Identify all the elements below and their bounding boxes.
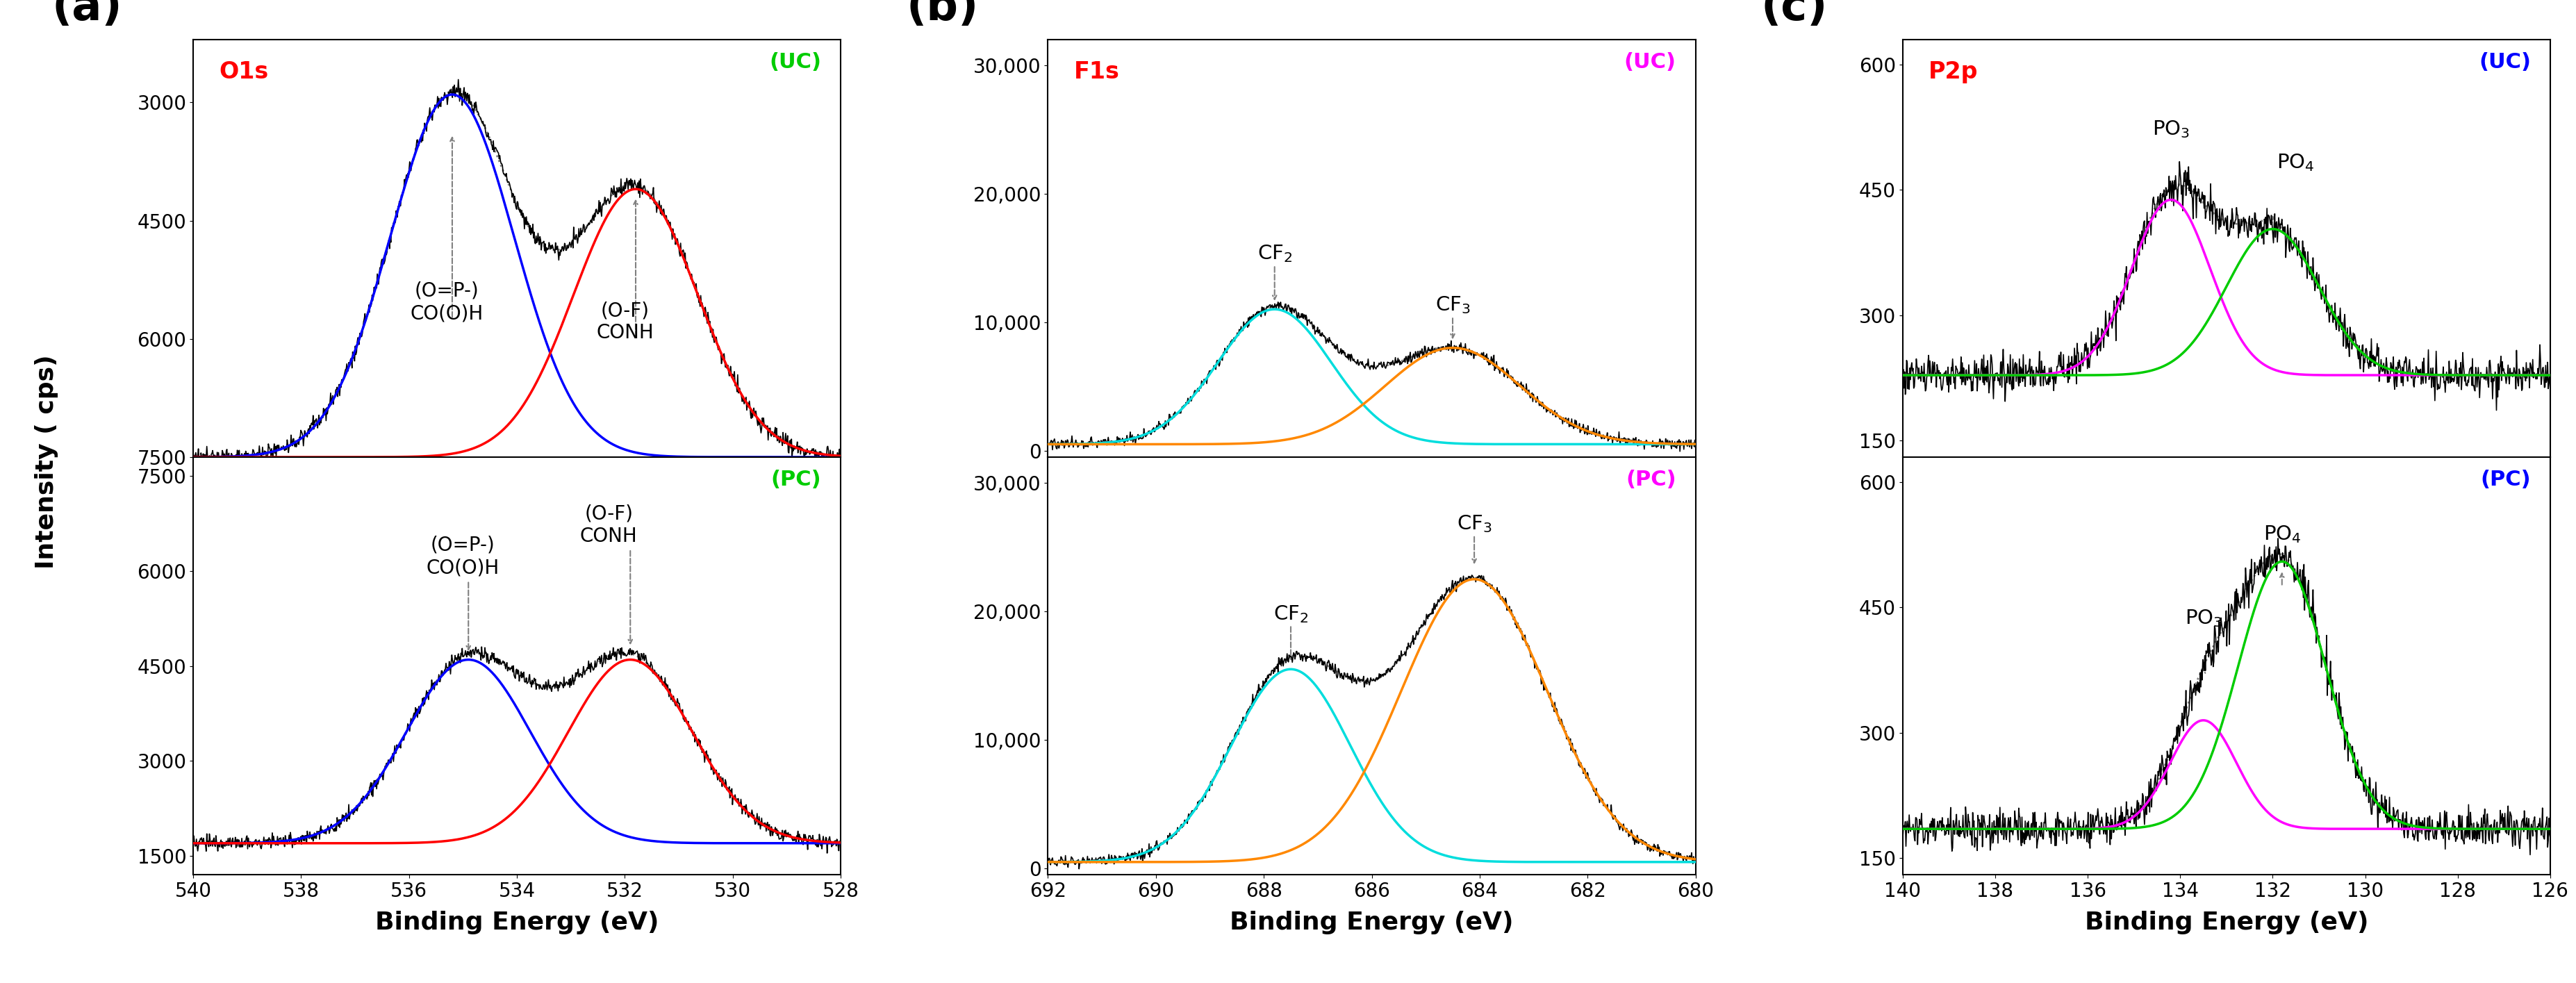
X-axis label: Binding Energy (eV): Binding Energy (eV) [376,910,659,935]
Text: (O-F)
CONH: (O-F) CONH [580,503,636,546]
Text: (UC): (UC) [770,52,822,72]
Text: CF$_2$: CF$_2$ [1273,604,1309,624]
Text: (O-F)
CONH: (O-F) CONH [595,301,654,343]
Text: (PC): (PC) [1625,470,1677,490]
Text: PO$_4$: PO$_4$ [2264,524,2300,545]
X-axis label: Binding Energy (eV): Binding Energy (eV) [1229,910,1515,935]
Text: PO$_4$: PO$_4$ [2277,152,2316,173]
Text: (a): (a) [52,0,121,29]
Text: F1s: F1s [1074,60,1121,84]
Text: (b): (b) [907,0,979,29]
Text: (UC): (UC) [2478,52,2530,72]
Text: CF$_3$: CF$_3$ [1455,513,1492,534]
Text: P2p: P2p [1929,60,1978,84]
Text: (O=P-)
CO(O)H: (O=P-) CO(O)H [410,281,484,323]
Text: (PC): (PC) [770,470,822,490]
Text: (PC): (PC) [2481,470,2530,490]
Text: CF$_2$: CF$_2$ [1257,244,1293,264]
Text: PO$_3$: PO$_3$ [2151,119,2190,140]
X-axis label: Binding Energy (eV): Binding Energy (eV) [2084,910,2367,935]
Text: (O=P-)
CO(O)H: (O=P-) CO(O)H [428,536,500,577]
Text: Intensity ( cps): Intensity ( cps) [33,355,59,569]
Text: O1s: O1s [219,60,268,84]
Text: (UC): (UC) [1623,52,1677,72]
Text: PO$_3$: PO$_3$ [2184,607,2223,628]
Text: (c): (c) [1762,0,1829,29]
Text: CF$_3$: CF$_3$ [1435,295,1471,316]
